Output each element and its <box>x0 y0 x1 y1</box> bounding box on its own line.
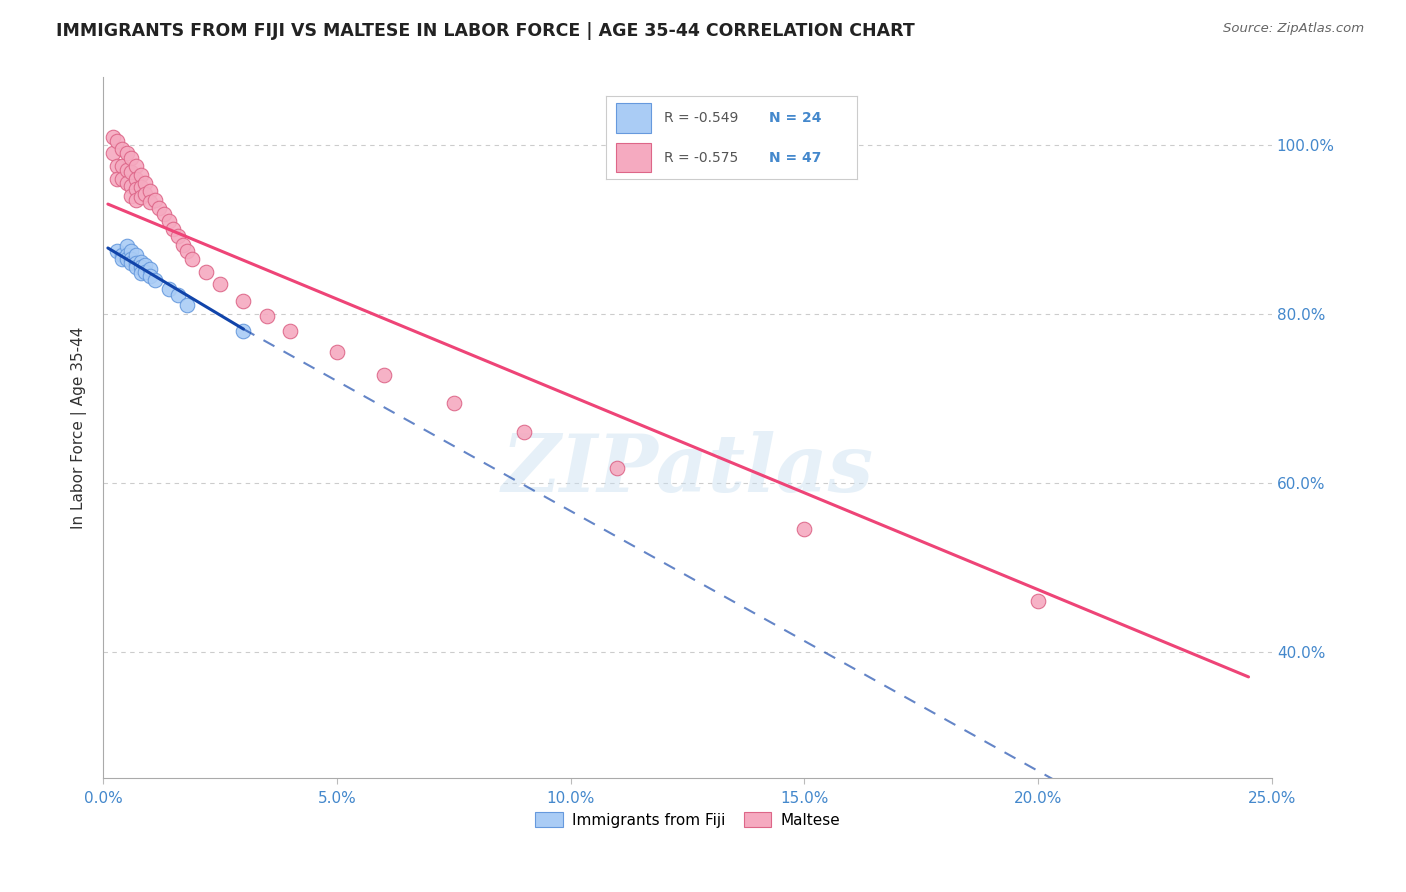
Point <box>105 171 128 186</box>
Point <box>139 262 162 277</box>
Point <box>120 252 142 266</box>
Point <box>120 151 142 165</box>
Point <box>153 207 176 221</box>
Point <box>129 168 152 182</box>
Legend: Immigrants from Fiji, Maltese: Immigrants from Fiji, Maltese <box>529 805 846 834</box>
Point <box>105 134 128 148</box>
Point <box>129 254 152 268</box>
Point <box>606 460 628 475</box>
Point <box>105 159 128 173</box>
Point <box>101 129 124 144</box>
Point <box>195 265 218 279</box>
Point <box>513 425 536 439</box>
Point <box>256 309 278 323</box>
Point <box>115 239 138 253</box>
Point <box>111 142 134 156</box>
Point <box>125 182 148 196</box>
Point <box>129 266 152 280</box>
Point <box>143 273 166 287</box>
Point <box>176 244 198 258</box>
Point <box>157 214 180 228</box>
Point <box>115 146 138 161</box>
Point <box>181 252 204 266</box>
Point <box>134 176 156 190</box>
Point <box>232 294 254 309</box>
Point <box>139 195 162 210</box>
Point <box>129 260 152 275</box>
Point <box>115 252 138 266</box>
Point <box>129 190 152 204</box>
Point <box>326 344 349 359</box>
Point <box>125 159 148 173</box>
Point <box>101 146 124 161</box>
Text: IMMIGRANTS FROM FIJI VS MALTESE IN LABOR FORCE | AGE 35-44 CORRELATION CHART: IMMIGRANTS FROM FIJI VS MALTESE IN LABOR… <box>56 22 915 40</box>
Point <box>176 298 198 312</box>
Point <box>139 185 162 199</box>
Point <box>167 288 190 302</box>
Text: ZIPatlas: ZIPatlas <box>502 431 873 508</box>
Point <box>115 163 138 178</box>
Point <box>115 176 138 190</box>
Point <box>793 522 815 536</box>
Point <box>125 260 148 275</box>
Point <box>143 193 166 207</box>
Point <box>120 256 142 270</box>
Point <box>278 324 301 338</box>
Y-axis label: In Labor Force | Age 35-44: In Labor Force | Age 35-44 <box>72 326 87 529</box>
Point <box>125 171 148 186</box>
Point <box>111 248 134 262</box>
Point <box>443 395 465 409</box>
Point <box>120 178 142 193</box>
Point <box>120 244 142 258</box>
Point <box>1026 594 1049 608</box>
Point <box>125 256 148 270</box>
Point <box>134 186 156 201</box>
Point <box>134 258 156 272</box>
Point <box>120 188 142 202</box>
Point <box>167 229 190 244</box>
Point <box>111 252 134 266</box>
Point <box>209 277 232 292</box>
Point <box>148 202 170 216</box>
Point <box>125 193 148 207</box>
Point <box>111 159 134 173</box>
Point <box>134 265 156 279</box>
Point <box>157 281 180 295</box>
Point <box>172 237 194 252</box>
Point <box>129 180 152 194</box>
Point <box>125 248 148 262</box>
Point <box>373 368 395 382</box>
Point <box>120 165 142 179</box>
Text: Source: ZipAtlas.com: Source: ZipAtlas.com <box>1223 22 1364 36</box>
Point <box>232 324 254 338</box>
Point <box>111 171 134 186</box>
Point <box>115 248 138 262</box>
Point <box>139 268 162 283</box>
Point <box>162 222 184 236</box>
Point <box>105 244 128 258</box>
